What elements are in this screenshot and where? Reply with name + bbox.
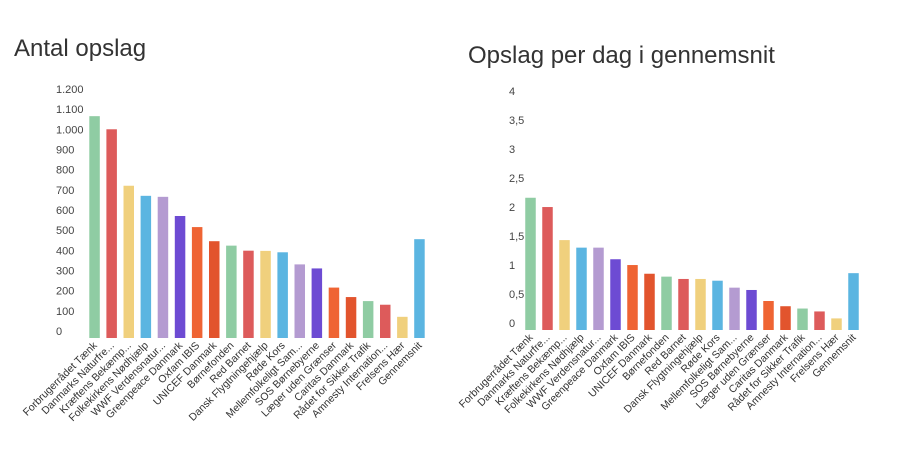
bar: [763, 301, 774, 330]
y-tick-label: 1,5: [509, 231, 524, 243]
y-tick-label: 900: [56, 145, 74, 157]
bar: [780, 306, 791, 330]
y-tick-label: 1.000: [56, 124, 84, 136]
y-tick-label: 3: [509, 144, 515, 156]
bar: [593, 247, 604, 330]
bar: [525, 197, 536, 330]
bar: [226, 245, 237, 338]
bar: [345, 297, 357, 338]
y-tick-label: 3,5: [509, 115, 524, 127]
bar: [729, 287, 740, 330]
y-tick-label: 100: [56, 306, 74, 318]
bar: [695, 278, 706, 330]
bar: [380, 304, 391, 338]
y-tick-label: 400: [56, 245, 74, 257]
bar: [123, 185, 134, 338]
chart-title: Antal opslag: [14, 35, 146, 62]
bar: [191, 227, 203, 338]
bar: [712, 280, 723, 330]
bar: [661, 276, 672, 330]
bar: [328, 287, 340, 338]
chart-1: Antal opslag 0 100 200 300 400 500 600 700 800 900…: [14, 35, 425, 424]
bar: [559, 240, 570, 330]
bar: [576, 247, 587, 330]
y-tick-label: 0: [56, 326, 62, 338]
bar: [294, 264, 305, 338]
chart-title: Opslag per dag i gennemsnit: [468, 42, 775, 69]
bar: [610, 259, 621, 330]
bar: [260, 250, 271, 338]
y-tick-label: 1: [509, 260, 515, 272]
bar: [157, 196, 169, 338]
y-tick-label: 1.100: [56, 104, 84, 116]
y-tick-label: 200: [56, 286, 74, 298]
bar: [848, 273, 859, 330]
bar: [797, 308, 808, 330]
y-tick-label: 0,5: [509, 289, 524, 301]
bar: [277, 252, 288, 338]
bar: [414, 239, 425, 338]
bar: [174, 215, 186, 338]
y-tick-label: 2: [509, 202, 515, 214]
bar: [627, 265, 638, 330]
bar: [831, 318, 842, 330]
bar: [140, 195, 152, 338]
y-tick-label: 2,5: [509, 173, 524, 185]
y-tick-label: 4: [509, 86, 515, 98]
bar: [814, 311, 825, 330]
y-tick-label: 300: [56, 266, 74, 278]
y-tick-label: 700: [56, 185, 74, 197]
bar: [311, 268, 323, 338]
chart-2: Opslag per dag i gennemsnit 0 0,5 1 1,5 2 2,5 3…: [457, 42, 859, 416]
bar: [678, 278, 689, 330]
y-tick-label: 0: [509, 318, 515, 330]
bar: [362, 301, 374, 338]
bar: [746, 289, 757, 330]
y-tick-label: 500: [56, 225, 74, 237]
bar: [397, 316, 408, 338]
bar: [243, 250, 254, 338]
y-tick-label: 800: [56, 165, 74, 177]
bar: [106, 129, 117, 338]
y-tick-label: 600: [56, 205, 74, 217]
bar: [89, 116, 100, 339]
y-tick-label: 1.200: [56, 84, 84, 96]
bar: [644, 273, 655, 330]
bar: [542, 207, 553, 330]
bar: [209, 241, 220, 338]
